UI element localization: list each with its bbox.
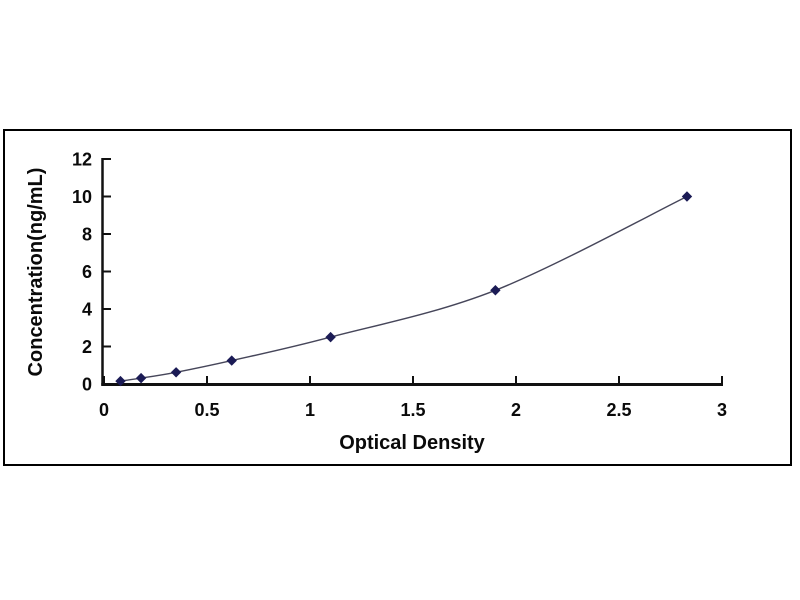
data-point-marker [226, 355, 237, 366]
chart-frame [3, 129, 792, 466]
data-point-marker [170, 367, 182, 378]
data-point-marker [115, 375, 126, 387]
y-tick-label: 12 [72, 150, 92, 170]
x-tick-label: 1 [305, 400, 315, 420]
y-tick-label: 0 [82, 375, 92, 395]
y-tick-label: 2 [82, 337, 92, 357]
x-tick-label: 0.5 [194, 400, 219, 420]
series-group [115, 191, 693, 387]
x-tick-label: 3 [717, 400, 727, 420]
standard-curve-line [120, 195, 688, 382]
x-tick-label: 1.5 [400, 400, 425, 420]
x-tick-label: 2 [511, 400, 521, 420]
data-point-marker [135, 372, 147, 384]
x-axis-title: Optical Density [339, 432, 485, 454]
y-tick-label: 8 [82, 225, 92, 245]
data-point-marker [325, 331, 336, 343]
y-tick-label: 10 [72, 187, 92, 207]
data-point-marker [681, 191, 693, 202]
x-tick-label: 2.5 [606, 400, 631, 420]
y-tick-label: 4 [82, 300, 92, 320]
y-tick-label: 6 [82, 262, 92, 282]
data-point-marker [490, 285, 501, 296]
x-tick-label: 0 [99, 400, 109, 420]
axes-group: 0 0.5 1 1.5 2 2.5 3 0 2 4 6 8 10 12 [72, 150, 727, 421]
y-axis-title: Concentration(ng/mL) [25, 168, 47, 377]
